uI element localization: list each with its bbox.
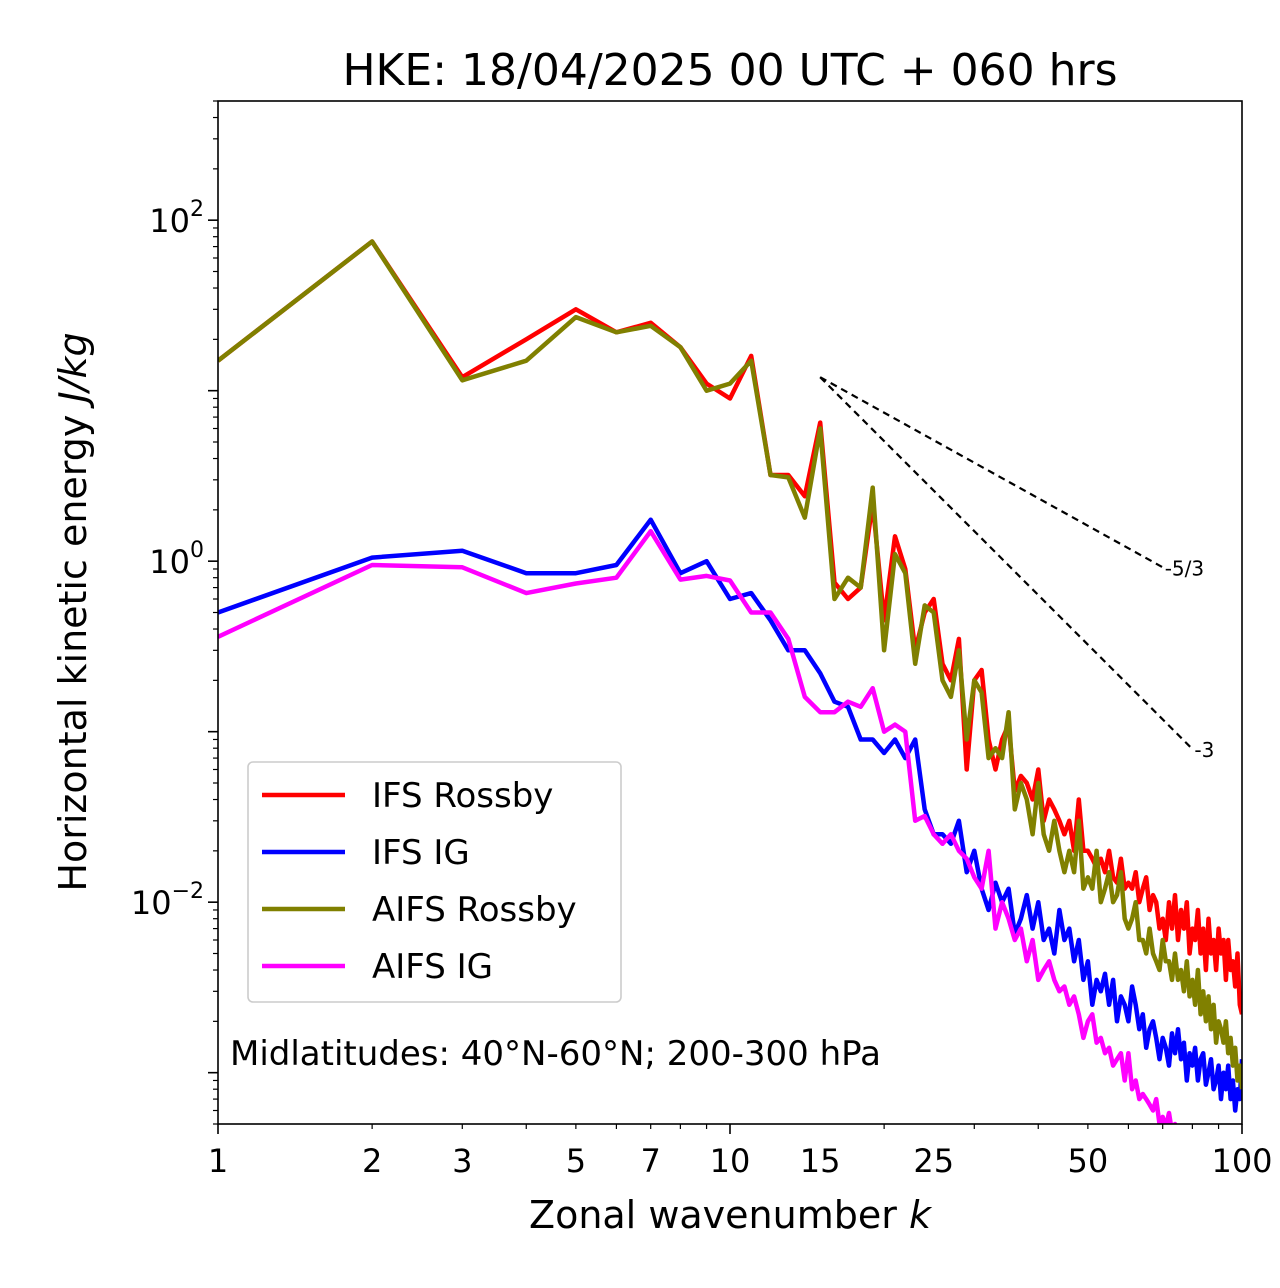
legend: IFS Rossby IFS IG AIFS Rossby AIFS IG [247,761,622,1003]
series-line-aifs-ig [218,528,1178,1124]
legend-label-aifs-ig: AIFS IG [372,947,493,987]
series-line-ifs-ig [218,517,1242,1113]
y-tick-label: 10−2 [131,879,204,922]
reference-slope-label-1: -5/3 [1165,556,1204,580]
series-line-aifs-rossby [218,239,1242,1090]
legend-label-aifs-rossby: AIFS Rossby [372,890,577,930]
reference-slopes: -5/3 -3 [819,376,1214,762]
chart-title: HKE: 18/04/2025 00 UTC + 060 hrs [342,45,1117,96]
y-axis-ticks: 102 100 10−2 [131,100,218,1125]
y-axis-label: Horizontal kinetic energy J/kg [51,332,95,891]
y-axis-label-text: Horizontal kinetic energy [51,403,95,892]
y-tick-label: 102 [149,197,204,240]
legend-items: IFS Rossby IFS IG AIFS Rossby AIFS IG [262,776,577,987]
reference-slope-line-2 [819,376,1194,750]
x-tick-label: 3 [452,1142,472,1180]
region-annotation: Midlatitudes: 40°N-60°N; 200-300 hPa [230,1034,881,1074]
legend-label-ifs-ig: IFS IG [372,833,470,873]
x-tick-label: 2 [362,1142,382,1180]
x-axis-label-text: Zonal wavenumber [529,1193,909,1237]
x-tick-label: 10 [710,1142,751,1180]
x-axis-ticks: 1 2 3 5 7 10 15 25 50 100 [208,1124,1273,1180]
x-axis-label-var: k [909,1193,933,1237]
reference-slope-label-2: -3 [1194,738,1214,762]
series-line-ifs-rossby [218,239,1242,1015]
x-tick-label: 1 [208,1142,228,1180]
y-tick-label: 100 [149,538,204,581]
x-tick-label: 5 [566,1142,586,1180]
legend-box [247,761,622,1003]
series-layer [218,239,1242,1124]
x-tick-label: 25 [913,1142,954,1180]
legend-label-ifs-rossby: IFS Rossby [372,776,553,816]
reference-slope-line-1 [819,376,1164,569]
x-tick-label: 7 [641,1142,661,1180]
x-axis-label: Zonal wavenumber k [529,1193,933,1237]
y-axis-label-unit: J/kg [51,332,95,409]
x-tick-label: 100 [1211,1142,1272,1180]
x-tick-label: 50 [1068,1142,1109,1180]
x-tick-label: 15 [800,1142,841,1180]
